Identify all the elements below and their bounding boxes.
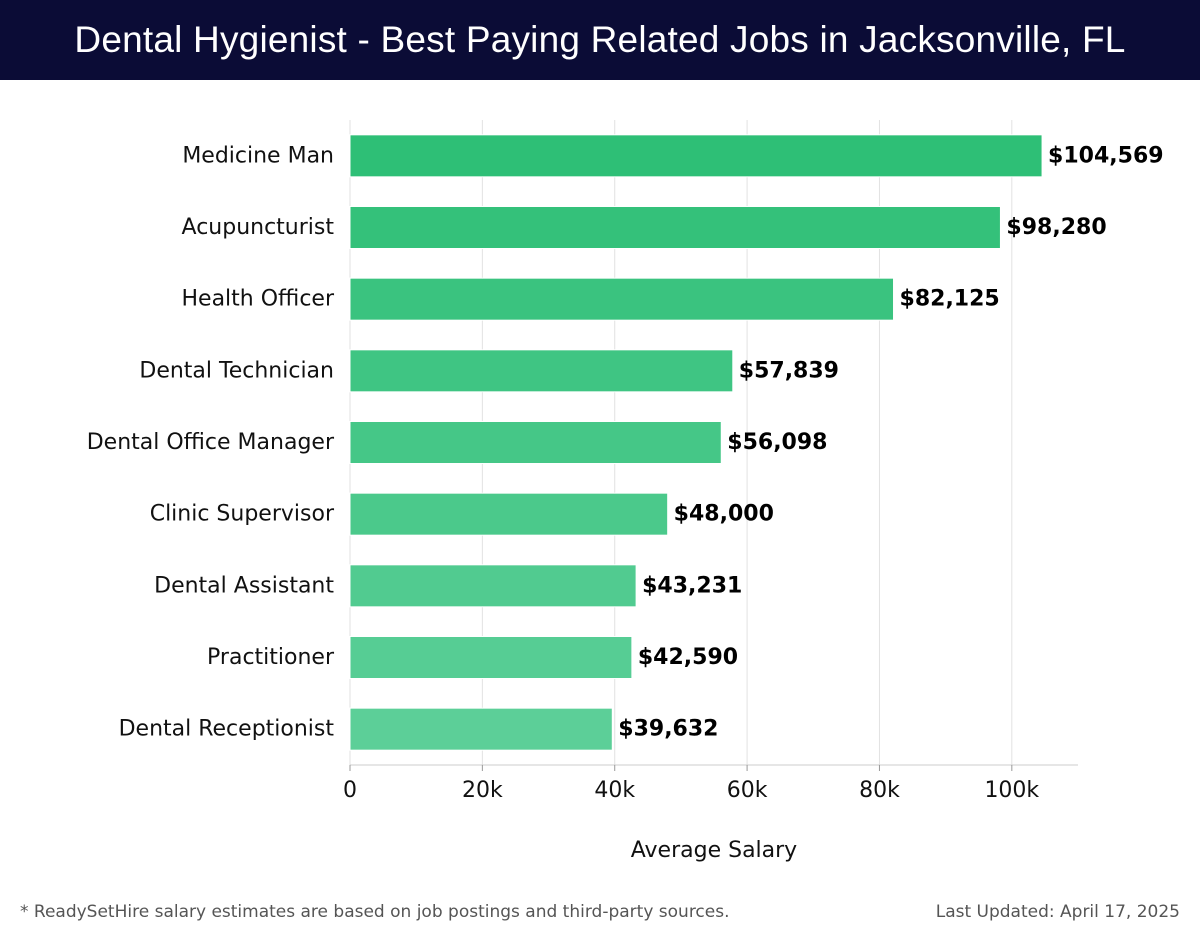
category-label: Acupuncturist (182, 215, 335, 240)
value-label: $39,632 (618, 717, 718, 742)
footer-note: * ReadySetHire salary estimates are base… (20, 902, 730, 922)
bar (349, 206, 1001, 249)
category-label: Medicine Man (182, 143, 334, 168)
category-label: Clinic Supervisor (150, 502, 335, 527)
value-label: $42,590 (638, 645, 738, 670)
last-updated: Last Updated: April 17, 2025 (935, 902, 1180, 922)
bar (349, 134, 1043, 178)
bar (349, 707, 613, 751)
category-label: Practitioner (207, 645, 335, 670)
x-tick-label: 100k (984, 778, 1039, 803)
bar (349, 636, 633, 679)
value-label: $48,000 (674, 502, 774, 527)
bar (349, 349, 734, 393)
value-label: $43,231 (642, 573, 742, 598)
bars (349, 134, 1043, 751)
chart-title-banner: Dental Hygienist - Best Paying Related J… (0, 0, 1200, 80)
x-tick-label: 20k (462, 778, 503, 803)
x-tick-label: 0 (343, 778, 357, 803)
bar (349, 564, 637, 608)
category-label: Dental Office Manager (87, 430, 335, 455)
category-label: Dental Receptionist (119, 717, 335, 742)
x-axis: 0 20k 40k 60k 80k 100k Average Salary (343, 764, 1078, 863)
category-label: Dental Assistant (154, 573, 334, 598)
category-label: Dental Technician (139, 358, 334, 383)
x-tick-label: 40k (594, 778, 635, 803)
category-label: Health Officer (182, 287, 335, 312)
chart-title: Dental Hygienist - Best Paying Related J… (74, 19, 1126, 60)
x-axis-title: Average Salary (631, 838, 797, 863)
bar (349, 277, 895, 321)
bar (349, 421, 722, 464)
x-tick-label: 80k (859, 778, 900, 803)
x-tick-label: 60k (727, 778, 768, 803)
labels: Medicine Man $104,569 Acupuncturist $98,280… (87, 143, 1164, 741)
salary-bar-chart: Medicine Man $104,569 Acupuncturist $98,280… (87, 120, 1164, 863)
value-label: $57,839 (739, 358, 839, 383)
value-label: $104,569 (1048, 143, 1164, 168)
value-label: $56,098 (727, 430, 827, 455)
value-label: $98,280 (1006, 215, 1106, 240)
bar (349, 492, 669, 536)
value-label: $82,125 (900, 287, 1000, 312)
